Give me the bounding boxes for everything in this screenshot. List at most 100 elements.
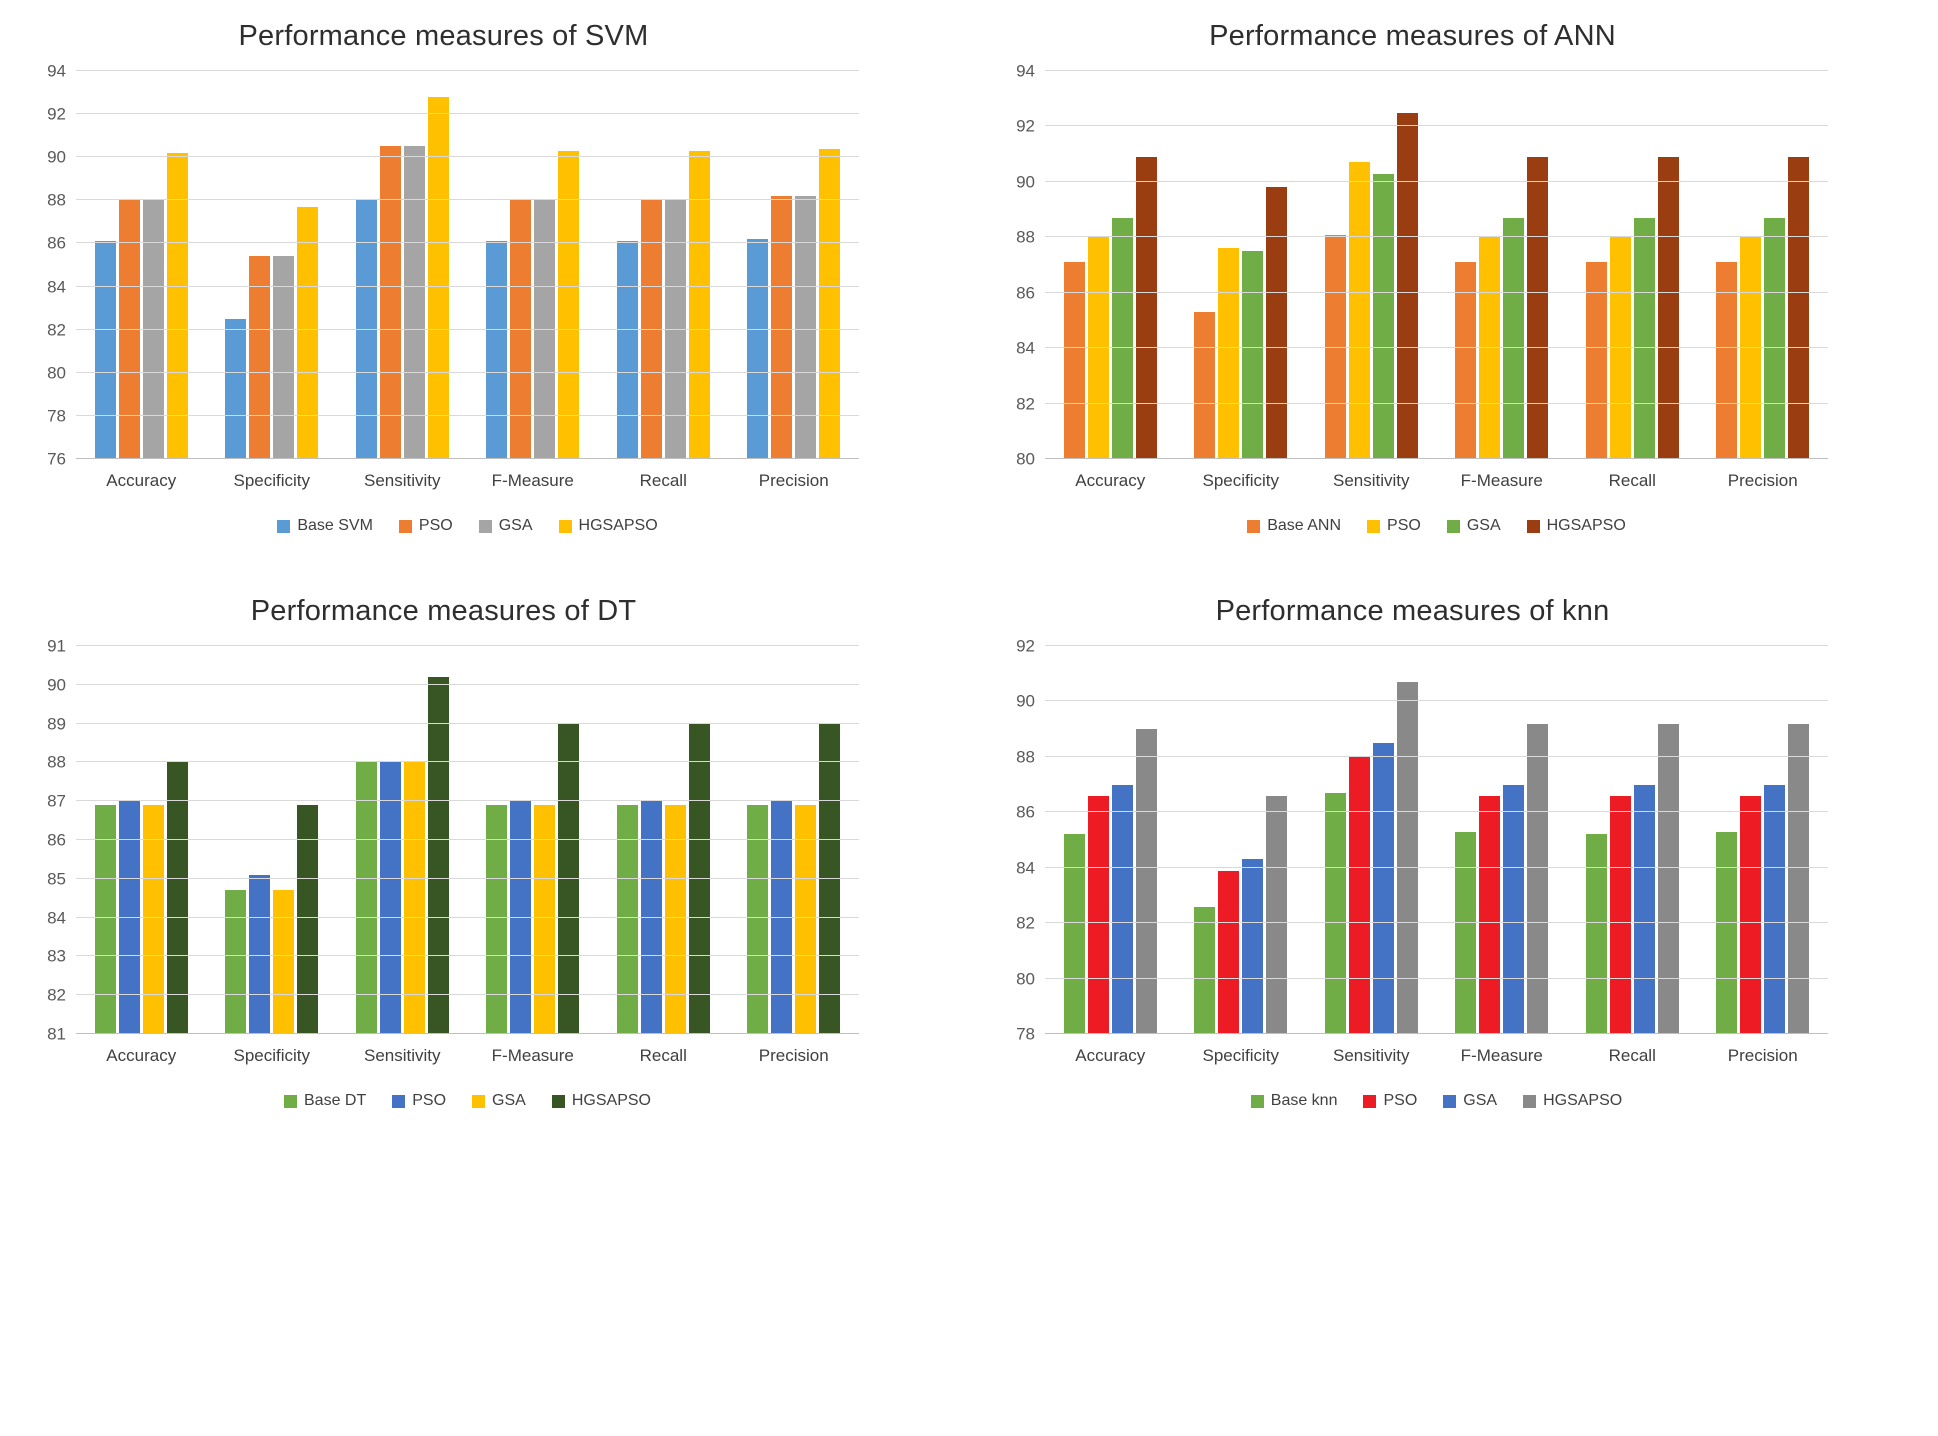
bar-base-knn bbox=[1063, 834, 1085, 1034]
x-axis-label: Recall bbox=[1608, 1046, 1656, 1065]
bar-group-f-measure bbox=[485, 646, 581, 1034]
gridline bbox=[76, 839, 859, 840]
bar-gsa bbox=[795, 805, 817, 1034]
legend-label: Base knn bbox=[1270, 1092, 1338, 1109]
y-axis: 76 78 80 82 84 86 88 90 92 94 bbox=[28, 63, 76, 468]
bar-gsa bbox=[1242, 251, 1264, 459]
x-axis-label: Specificity bbox=[233, 471, 311, 490]
y-axis-tick: 81 bbox=[47, 1024, 66, 1044]
x-axis-label: F-Measure bbox=[491, 471, 574, 490]
bar-group-specificity bbox=[224, 71, 320, 459]
plot-row: 78 80 82 84 86 88 90 92 bbox=[997, 638, 1828, 1043]
x-axis-label: Specificity bbox=[1202, 471, 1280, 490]
bar-pso bbox=[1087, 795, 1109, 1034]
y-axis-tick: 82 bbox=[47, 320, 66, 340]
gridline bbox=[1045, 866, 1828, 868]
bar-group-precision bbox=[1715, 71, 1811, 459]
gridline bbox=[1045, 291, 1828, 293]
gridline bbox=[1045, 70, 1828, 71]
legend-swatch bbox=[551, 1094, 565, 1108]
x-axis-line bbox=[1045, 1033, 1828, 1034]
x-axis-label: F-Measure bbox=[491, 1046, 574, 1065]
bar-hgsapso bbox=[297, 206, 319, 459]
x-axis: Accuracy Specificity Sensitivity F-Measure R… bbox=[1045, 471, 1828, 491]
legend-item: PSO bbox=[398, 517, 453, 535]
x-axis-line bbox=[76, 458, 859, 459]
bar-pso bbox=[1479, 795, 1501, 1034]
gridline bbox=[1045, 700, 1828, 702]
plot-row: 80 82 84 86 88 90 92 94 bbox=[997, 63, 1828, 468]
bar-base-knn bbox=[1324, 792, 1346, 1034]
legend: Base SVM PSO GSA HGSAPSO bbox=[76, 517, 859, 535]
x-axis-line bbox=[1045, 458, 1828, 459]
legend: Base ANN PSO GSA HGSAPSO bbox=[1045, 517, 1828, 535]
bar-base-ann bbox=[1716, 262, 1738, 459]
bar-base-dt bbox=[486, 805, 508, 1034]
y-axis-tick: 88 bbox=[1016, 747, 1035, 767]
bar-pso bbox=[1218, 870, 1240, 1034]
bar-hgsapso bbox=[1135, 156, 1157, 459]
bar-base-knn bbox=[1585, 834, 1607, 1034]
bar-group-sensitivity bbox=[354, 71, 450, 459]
x-axis-label: Sensitivity bbox=[363, 471, 441, 490]
gridline bbox=[76, 683, 859, 685]
bar-gsa bbox=[1111, 784, 1133, 1034]
y-axis-tick: 89 bbox=[47, 714, 66, 734]
legend-label: PSO bbox=[1387, 517, 1421, 534]
bar-hgsapso bbox=[1266, 795, 1288, 1034]
bar-pso bbox=[1740, 795, 1762, 1034]
legend-item: HGSAPSO bbox=[558, 517, 658, 535]
bar-pso bbox=[1348, 756, 1370, 1034]
bar-gsa bbox=[1503, 217, 1525, 459]
x-axis-label: F-Measure bbox=[1460, 471, 1543, 490]
bar-base-dt bbox=[225, 890, 247, 1034]
chart-knn: Performance measures of knn 78 80 82 84 86 88… bbox=[969, 575, 1938, 1175]
bar-gsa bbox=[534, 805, 556, 1034]
x-axis-line bbox=[76, 1033, 859, 1034]
legend-swatch bbox=[1247, 519, 1261, 533]
legend-label: Base SVM bbox=[297, 517, 373, 534]
bar-group-specificity bbox=[224, 646, 320, 1034]
gridline bbox=[76, 242, 859, 244]
bar-gsa bbox=[664, 200, 686, 459]
y-axis-tick: 80 bbox=[1016, 449, 1035, 469]
legend-item: PSO bbox=[392, 1092, 446, 1110]
bar-base-ann bbox=[1063, 262, 1085, 459]
gridline bbox=[1045, 645, 1828, 646]
y-axis-tick: 88 bbox=[47, 190, 66, 210]
chart-dt: Performance measures of DT 81 82 83 84 85 86 8… bbox=[0, 575, 969, 1175]
x-axis-label: Accuracy bbox=[1075, 471, 1146, 490]
y-axis-tick: 86 bbox=[47, 830, 66, 850]
bar-base-knn bbox=[1716, 831, 1738, 1034]
bar-pso bbox=[510, 200, 532, 459]
bar-base-svm bbox=[616, 241, 638, 459]
bar-base-dt bbox=[616, 805, 638, 1034]
gridline bbox=[1045, 811, 1828, 813]
bar-base-knn bbox=[1194, 906, 1216, 1034]
chart-title: Performance measures of SVM bbox=[238, 20, 649, 52]
gridline bbox=[1045, 922, 1828, 924]
bar-pso bbox=[379, 146, 401, 459]
y-axis-tick: 78 bbox=[47, 406, 66, 426]
bar-pso bbox=[1609, 795, 1631, 1034]
y-axis-tick: 94 bbox=[47, 61, 66, 81]
x-axis-label: F-Measure bbox=[1460, 1046, 1543, 1065]
legend-label: PSO bbox=[418, 517, 453, 534]
legend-label: HGSAPSO bbox=[571, 1092, 651, 1109]
bar-gsa bbox=[1372, 173, 1394, 459]
bar-hgsapso bbox=[819, 148, 841, 459]
y-axis-tick: 84 bbox=[1016, 858, 1035, 878]
bar-gsa bbox=[1633, 217, 1655, 459]
bar-group-accuracy bbox=[93, 646, 189, 1034]
legend: Base knn PSO GSA HGSAPSO bbox=[1045, 1092, 1828, 1110]
chart-title: Performance measures of knn bbox=[1215, 595, 1610, 627]
bar-group-recall bbox=[1584, 71, 1680, 459]
gridline bbox=[76, 800, 859, 802]
bar-gsa bbox=[1764, 784, 1786, 1034]
bar-group-accuracy bbox=[1062, 71, 1158, 459]
bar-group-sensitivity bbox=[1323, 71, 1419, 459]
y-axis-tick: 82 bbox=[1016, 394, 1035, 414]
legend-swatch bbox=[1250, 1094, 1264, 1108]
y-axis-tick: 88 bbox=[1016, 227, 1035, 247]
legend-item: HGSAPSO bbox=[1526, 517, 1626, 535]
